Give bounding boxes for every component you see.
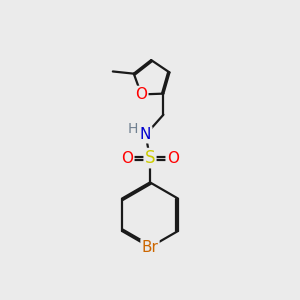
Text: S: S [145,149,155,167]
Text: O: O [167,151,179,166]
Text: O: O [135,87,147,102]
Text: N: N [140,127,151,142]
Text: H: H [127,122,137,136]
Text: O: O [121,151,133,166]
Text: Br: Br [142,240,158,255]
